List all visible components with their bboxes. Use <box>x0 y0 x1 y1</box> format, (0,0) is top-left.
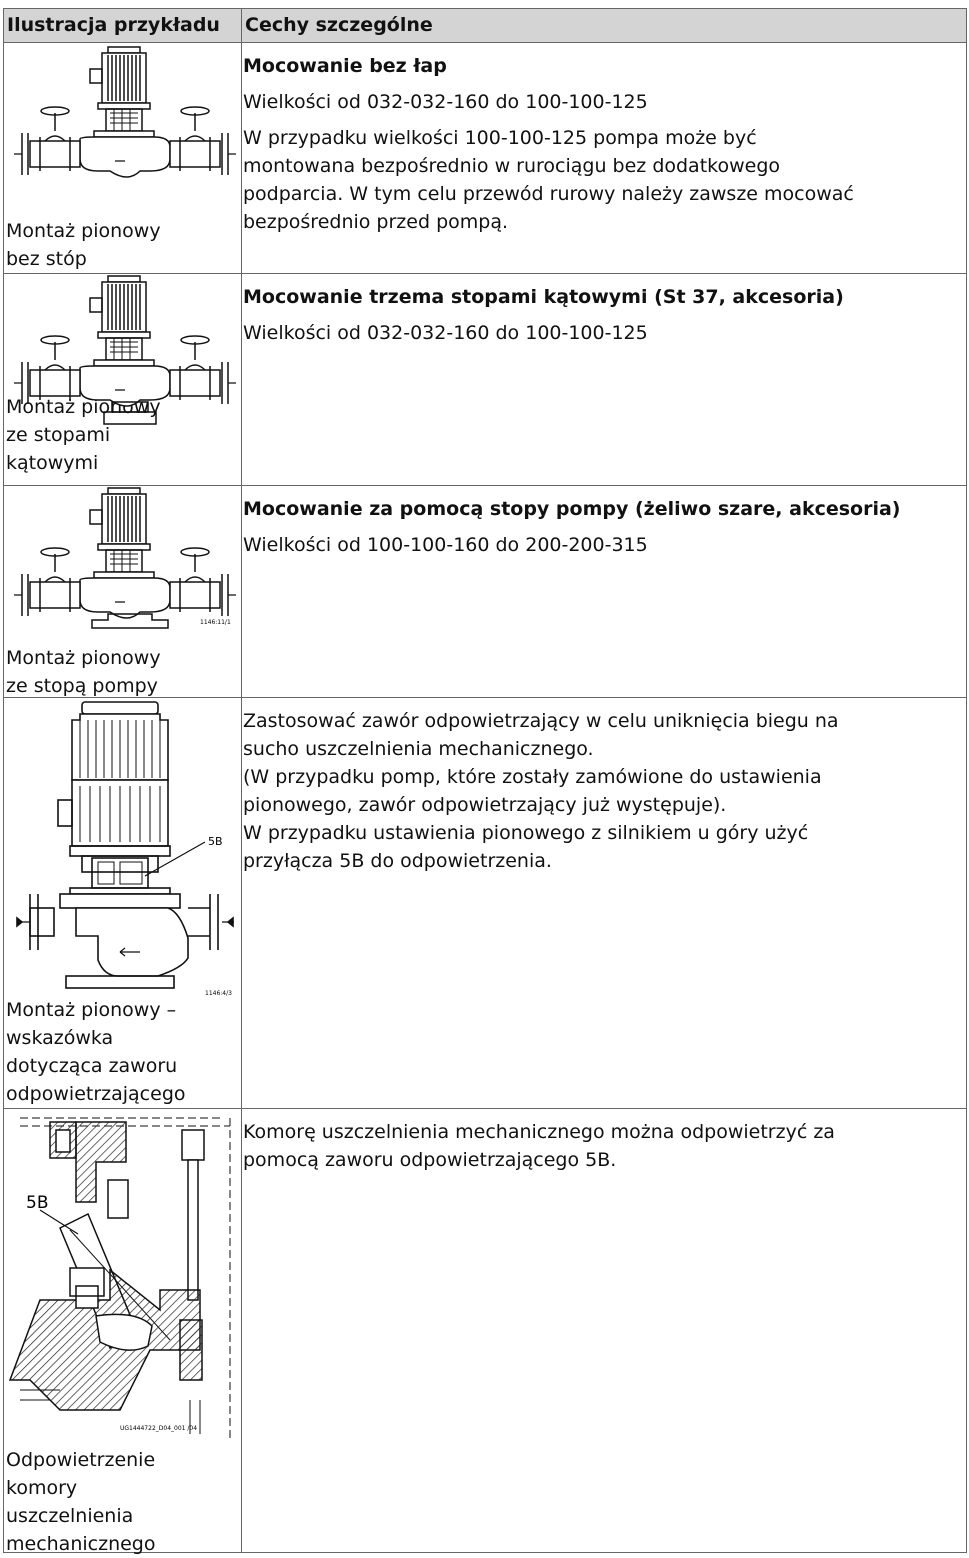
text-line: pomocą zaworu odpowietrzającego 5B. <box>243 1149 617 1171</box>
pump-figure <box>13 46 237 178</box>
text-line: (W przypadku pomp, które zostały zamówio… <box>243 766 822 788</box>
figure-label: 5B <box>208 835 223 848</box>
text-line: przyłącza 5B do odpowietrzenia. <box>243 850 552 872</box>
text-line: podparcia. W tym celu przewód rurowy nal… <box>243 183 854 205</box>
section-figure <box>8 1117 231 1438</box>
row-heading: Mocowanie za pomocą stopy pompy (żeliwo … <box>243 498 901 520</box>
text-line: Zastosować zawór odpowietrzający w celu … <box>243 710 839 732</box>
pump-foot <box>91 613 169 629</box>
caption-line: Montaż pionowy <box>6 220 161 242</box>
paragraph: Wielkości od 032-032-160 do 100-100-125 <box>243 88 965 116</box>
figure-caption: Montaż pionowy – wskazówka dotycząca zawor… <box>6 996 240 1108</box>
cell-text: Mocowanie bez łap Wielkości od 032-032-16… <box>243 52 965 272</box>
caption-line: wskazówka <box>6 1027 114 1049</box>
text-line: sucho uszczelnienia mechanicznego. <box>243 738 594 760</box>
paragraph: Wielkości od 032-032-160 do 100-100-125 <box>243 319 965 347</box>
caption-line: Montaż pionowy <box>6 647 161 669</box>
text-line: W przypadku wielkości 100-100-125 pompa … <box>243 127 757 149</box>
figure-label: 5B <box>26 1193 48 1213</box>
text-line: W przypadku ustawienia pionowego z silni… <box>243 822 809 844</box>
figure-label: UG1444722_D04_001 /04 <box>120 1425 197 1432</box>
paragraph: Zastosować zawór odpowietrzający w celu … <box>243 707 965 875</box>
cell-text: Mocowanie za pomocą stopy pompy (żeliwo … <box>243 495 965 696</box>
paragraph: Komorę uszczelnienia mechanicznego można… <box>243 1118 965 1174</box>
figure-caption: Montaż pionowy bez stóp <box>6 217 240 273</box>
caption-line: odpowietrzającego <box>6 1083 186 1105</box>
pump-figure-large <box>16 701 234 989</box>
figure-caption: Montaż pionowy ze stopą pompy <box>6 644 240 700</box>
paragraph: Wielkości od 100-100-160 do 200-200-315 <box>243 531 965 559</box>
cell-text: Komorę uszczelnienia mechanicznego można… <box>243 1118 965 1551</box>
text-line: Wielkości od 032-032-160 do 100-100-125 <box>243 322 648 344</box>
caption-line: komory <box>6 1477 78 1499</box>
caption-line: uszczelnienia <box>6 1505 134 1527</box>
text-line: montowana bezpośrednio w rurociągu bez d… <box>243 155 781 177</box>
pump-figure <box>13 275 237 407</box>
text-line: pionowego, zawór odpowietrzający już wys… <box>243 794 727 816</box>
text-line: Wielkości od 100-100-160 do 200-200-315 <box>243 534 648 556</box>
caption-line: kątowymi <box>6 452 99 474</box>
figure-label: 1146:11/1 <box>200 619 231 626</box>
caption-line: Montaż pionowy – <box>6 999 177 1021</box>
text-line: bezpośrednio przed pompą. <box>243 211 509 233</box>
caption-line: ze stopami <box>6 424 111 446</box>
paragraph: W przypadku wielkości 100-100-125 pompa … <box>243 124 965 236</box>
pump-figure <box>13 487 237 619</box>
caption-line: bez stóp <box>6 248 87 270</box>
caption-line: dotycząca zaworu <box>6 1055 178 1077</box>
text-line: Komorę uszczelnienia mechanicznego można… <box>243 1121 835 1143</box>
angle-feet <box>103 401 157 425</box>
cell-text: Zastosować zawór odpowietrzający w celu … <box>243 707 965 1107</box>
caption-line: Odpowietrzenie <box>6 1449 156 1471</box>
row-heading: Mocowanie trzema stopami kątowymi (St 37… <box>243 286 844 308</box>
header-text: Ilustracja przykładu <box>7 14 220 36</box>
figure-label: 1146:4/3 <box>205 990 232 997</box>
row-heading: Mocowanie bez łap <box>243 55 447 77</box>
caption-line: ze stopą pompy <box>6 675 158 697</box>
cell-text: Mocowanie trzema stopami kątowymi (St 37… <box>243 283 965 484</box>
header-cell: Ilustracja przykładu <box>3 8 242 43</box>
header-text: Cechy szczególne <box>245 14 433 36</box>
text-line: Wielkości od 032-032-160 do 100-100-125 <box>243 91 648 113</box>
